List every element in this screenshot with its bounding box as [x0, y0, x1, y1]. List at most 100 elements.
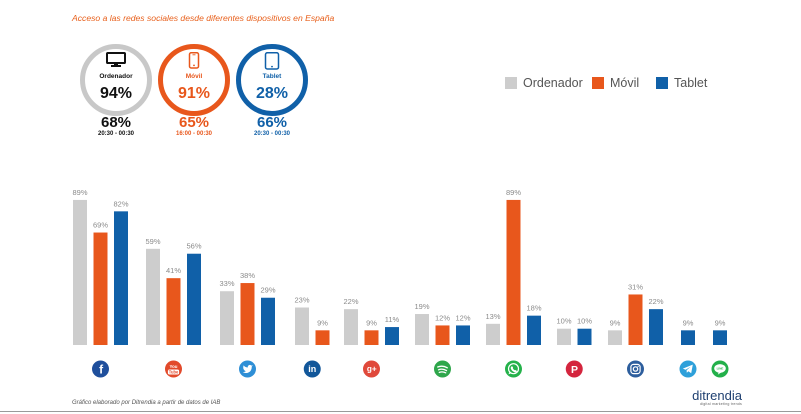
data-label-youtube-tablet: 56%	[186, 242, 201, 251]
data-label-instagram-ordenador: 9%	[610, 318, 621, 327]
bar-twitter-tablet	[261, 297, 275, 345]
bar-linkedin-ordenador	[295, 307, 309, 345]
data-label-facebook-movil: 69%	[93, 221, 108, 230]
bar-spotify-tablet	[456, 325, 470, 345]
bar-facebook-movil	[93, 232, 108, 345]
facebook-icon: f	[92, 360, 109, 378]
bar-instagram-movil	[628, 294, 643, 345]
data-label-whatsapp-tablet: 18%	[526, 304, 541, 313]
data-label-spotify-ordenador: 19%	[414, 302, 429, 311]
line-icon: LINE	[711, 360, 729, 378]
bar-line-tablet	[713, 330, 727, 345]
bar-spotify-movil	[435, 325, 450, 345]
chart-title: Acceso a las redes sociales desde difere…	[72, 13, 335, 23]
data-label-pinterest-ordenador: 10%	[556, 317, 571, 326]
tablet-icon	[264, 52, 280, 70]
googleplus-icon: g+	[363, 360, 380, 378]
source-note: Gráfico elaborado por Ditrendia a partir…	[72, 400, 221, 406]
legend-item-tablet: Tablet	[656, 76, 707, 90]
bar-twitter-movil	[240, 283, 255, 345]
device-ring: Ordenador 94%	[80, 44, 152, 116]
device-ring: Móvil 91%	[158, 44, 230, 116]
data-label-facebook-ordenador: 89%	[72, 188, 87, 197]
data-label-twitter-tablet: 29%	[260, 286, 275, 295]
bar-youtube-movil	[166, 278, 181, 345]
device-access-value: 91%	[177, 85, 211, 102]
data-label-googleplus-tablet: 11%	[385, 315, 400, 324]
icon-glyph: f	[99, 362, 104, 376]
bar-spotify-ordenador	[415, 314, 429, 345]
legend-item-ordenador: Ordenador	[505, 76, 583, 90]
spotify-icon	[434, 360, 451, 378]
bar-googleplus-ordenador	[344, 309, 358, 345]
telegram-icon	[679, 360, 697, 378]
data-label-whatsapp-movil: 89%	[506, 188, 521, 197]
device-peak-hours: 20:30 - 00:30	[253, 131, 291, 137]
bar-pinterest-tablet	[577, 328, 592, 345]
data-label-twitter-ordenador: 33%	[219, 279, 234, 288]
brand-logo: ditrendia digital marketing trends	[688, 389, 742, 406]
icon-glyph: g+	[367, 364, 377, 373]
data-label-spotify-tablet: 12%	[455, 313, 470, 322]
monitor-icon	[106, 52, 126, 67]
data-label-whatsapp-ordenador: 13%	[485, 312, 500, 321]
bar-facebook-tablet	[114, 211, 128, 345]
data-label-googleplus-movil: 9%	[366, 318, 377, 327]
brand-tagline: digital marketing trends	[700, 402, 742, 406]
bar-telegram-tablet	[681, 330, 695, 345]
phone-icon	[188, 52, 200, 69]
legend-swatch	[592, 77, 604, 89]
data-label-telegram-tablet: 9%	[683, 318, 694, 327]
icon-glyph: You	[170, 364, 178, 369]
device-access-value: 28%	[255, 85, 289, 102]
data-label-youtube-movil: 41%	[166, 266, 181, 275]
device-peak-hours: 20:30 - 00:30	[97, 131, 135, 137]
bar-whatsapp-ordenador	[486, 323, 500, 345]
icon-glyph: LINE	[717, 366, 724, 370]
legend-label: Móvil	[610, 76, 640, 90]
bar-whatsapp-movil	[506, 199, 521, 345]
data-label-line-tablet: 9%	[715, 318, 726, 327]
legend-swatch	[505, 77, 517, 89]
bar-linkedin-movil	[315, 330, 330, 345]
icon-glyph: P	[571, 364, 578, 376]
data-label-instagram-tablet: 22%	[648, 297, 663, 306]
device-label: Móvil	[185, 73, 203, 80]
bar-instagram-ordenador	[608, 330, 622, 345]
device-peak-hours: 16:00 - 00:30	[175, 131, 213, 137]
bar-youtube-ordenador	[146, 248, 160, 345]
device-peak-share: 65%	[178, 114, 210, 131]
device-movil: Móvil 91% 65% 16:00 - 00:30	[158, 44, 230, 140]
brand-name: ditrendia	[692, 388, 742, 403]
whatsapp-icon	[505, 360, 522, 378]
bar-googleplus-movil	[364, 330, 379, 345]
data-label-spotify-movil: 12%	[435, 313, 450, 322]
bar-pinterest-ordenador	[557, 328, 571, 345]
twitter-icon	[239, 360, 256, 378]
device-tablet: Tablet 28% 66% 20:30 - 00:30	[236, 44, 308, 140]
icon-glyph: in	[308, 364, 316, 374]
icon-glyph: Tube	[169, 369, 179, 374]
bar-instagram-tablet	[649, 309, 663, 345]
device-access-value: 94%	[99, 85, 133, 102]
bar-facebook-ordenador	[73, 199, 87, 345]
bar-youtube-tablet	[187, 253, 201, 345]
bar-whatsapp-tablet	[527, 315, 541, 345]
data-label-linkedin-ordenador: 23%	[294, 296, 309, 305]
device-ring: Tablet 28%	[236, 44, 308, 116]
data-label-youtube-ordenador: 59%	[145, 237, 160, 246]
legend-label: Ordenador	[523, 76, 583, 90]
data-label-googleplus-ordenador: 22%	[343, 297, 358, 306]
bar-twitter-ordenador	[220, 291, 234, 345]
pinterest-icon: P	[565, 360, 583, 378]
device-label: Tablet	[262, 73, 282, 80]
device-peak-share: 66%	[256, 114, 288, 131]
legend-item-movil: Móvil	[592, 76, 639, 90]
bottom-rule	[0, 411, 801, 412]
device-peak-share: 68%	[100, 114, 132, 131]
device-label: Ordenador	[99, 73, 133, 80]
legend-swatch	[656, 77, 668, 89]
legend-label: Tablet	[674, 76, 708, 90]
